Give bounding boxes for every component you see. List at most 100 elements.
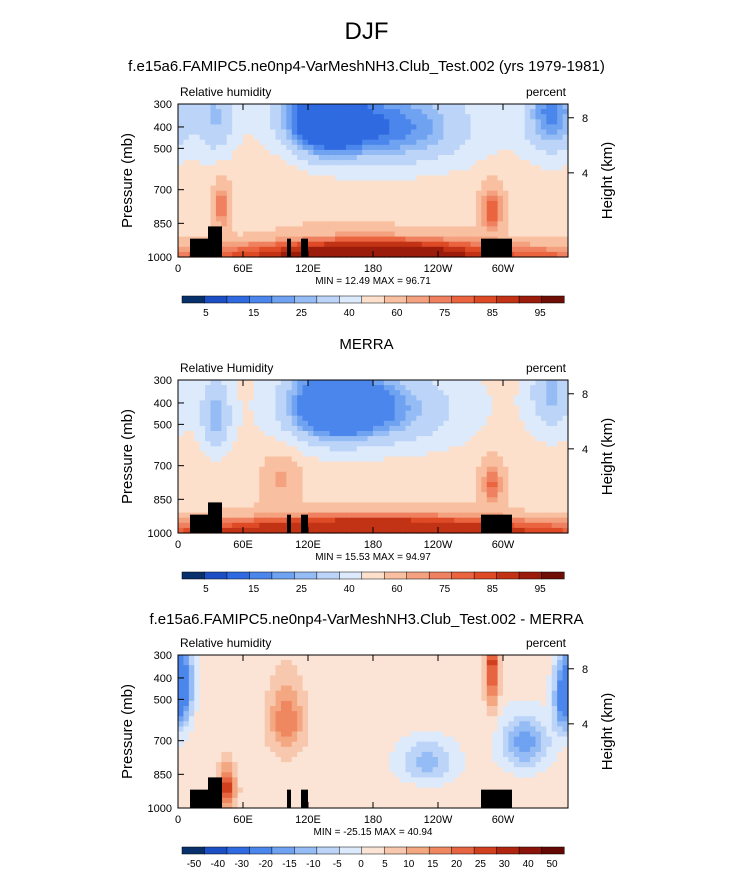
- heatmap-cell: [194, 149, 201, 156]
- heatmap-cell: [405, 487, 412, 493]
- heatmap-cell: [546, 527, 553, 534]
- heatmap-cell: [232, 231, 239, 238]
- heatmap-cell: [335, 160, 342, 166]
- heatmap-cell: [405, 497, 412, 503]
- heatmap-cell: [345, 211, 352, 217]
- heatmap-cell: [188, 665, 195, 671]
- heatmap-cell: [540, 109, 547, 115]
- heatmap-cell: [232, 665, 239, 671]
- heatmap-cell: [524, 670, 531, 676]
- heatmap-cell: [199, 206, 206, 212]
- heatmap-cell: [513, 385, 520, 391]
- heatmap-cell: [270, 456, 277, 463]
- heatmap-cell: [221, 507, 228, 514]
- heatmap-cell: [362, 420, 369, 427]
- heatmap-cell: [291, 527, 298, 534]
- heatmap-cell: [378, 216, 385, 222]
- heatmap-cell: [183, 487, 190, 493]
- heatmap-cell: [432, 251, 439, 258]
- heatmap-cell: [373, 517, 380, 524]
- heatmap-cell: [297, 522, 304, 529]
- heatmap-cell: [335, 195, 342, 202]
- colorbar-swatch: [316, 295, 340, 304]
- heatmap-cell: [459, 185, 466, 192]
- heatmap-cell: [389, 446, 396, 452]
- heatmap-cell: [551, 226, 558, 233]
- heatmap-cell: [557, 446, 564, 452]
- heatmap-cell: [221, 425, 228, 432]
- heatmap-cell: [378, 436, 385, 442]
- heatmap-cell: [215, 180, 222, 187]
- heatmap-cell: [546, 160, 553, 166]
- heatmap-cell: [524, 466, 531, 473]
- heatmap-cell: [232, 456, 239, 463]
- heatmap-cell: [378, 390, 385, 396]
- heatmap-cell: [275, 476, 282, 483]
- heatmap-cell: [270, 134, 277, 141]
- heatmap-cell: [524, 497, 531, 503]
- heatmap-cell: [313, 487, 320, 493]
- heatmap-cell: [400, 410, 407, 417]
- heatmap-cell: [394, 497, 401, 503]
- heatmap-cell: [324, 170, 331, 176]
- heatmap-cell: [389, 221, 396, 227]
- heatmap-cell: [362, 124, 369, 131]
- heatmap-cell: [188, 211, 195, 217]
- heatmap-cell: [383, 241, 390, 248]
- heatmap-cell: [562, 482, 569, 488]
- heatmap-cell: [405, 492, 412, 498]
- heatmap-cell: [221, 241, 228, 248]
- heatmap-cell: [318, 139, 325, 146]
- heatmap-cell: [345, 405, 352, 412]
- heatmap-cell: [356, 420, 363, 427]
- heatmap-cell: [248, 451, 255, 458]
- heatmap-cell: [270, 124, 277, 131]
- heatmap-cell: [237, 517, 244, 524]
- heatmap-cell: [351, 206, 358, 212]
- heatmap-cell: [264, 129, 271, 136]
- heatmap-cell: [178, 680, 185, 687]
- heatmap-cell: [248, 487, 255, 493]
- heatmap-cell: [432, 390, 439, 396]
- heatmap-cell: [465, 185, 472, 192]
- heatmap-cell: [459, 216, 466, 222]
- heatmap-cell: [215, 390, 222, 396]
- heatmap-cell: [497, 400, 504, 407]
- heatmap-cell: [416, 497, 423, 503]
- heatmap-cell: [383, 175, 390, 182]
- heatmap-cell: [427, 665, 434, 671]
- heatmap-cell: [367, 675, 374, 682]
- heatmap-cell: [280, 482, 287, 488]
- heatmap-cell: [540, 415, 547, 422]
- heatmap-cell: [237, 512, 244, 519]
- heatmap-cell: [503, 410, 510, 417]
- heatmap-cell: [475, 655, 482, 661]
- heatmap-cell: [194, 410, 201, 417]
- heatmap-cell: [297, 226, 304, 233]
- heatmap-cell: [351, 226, 358, 233]
- heatmap-cell: [335, 180, 342, 187]
- heatmap-cell: [459, 241, 466, 248]
- heatmap-cell: [465, 487, 472, 493]
- heatmap-cell: [416, 395, 423, 401]
- heatmap-cell: [389, 476, 396, 483]
- heatmap-cell: [356, 431, 363, 437]
- heatmap-cell: [465, 665, 472, 671]
- heatmap-cell: [557, 119, 564, 125]
- heatmap-cell: [286, 405, 293, 412]
- heatmap-cell: [551, 124, 558, 131]
- heatmap-cell: [389, 655, 396, 661]
- heatmap-cell: [340, 522, 347, 529]
- heatmap-cell: [378, 507, 385, 514]
- heatmap-cell: [373, 390, 380, 396]
- heatmap-cell: [286, 395, 293, 401]
- heatmap-cell: [410, 114, 417, 120]
- heatmap-cell: [475, 195, 482, 202]
- heatmap-cell: [340, 436, 347, 442]
- heatmap-cell: [524, 139, 531, 146]
- heatmap-cell: [367, 216, 374, 222]
- heatmap-cell: [459, 487, 466, 493]
- heatmap-cell: [237, 670, 244, 676]
- heatmap-cell: [497, 180, 504, 187]
- heatmap-cell: [557, 134, 564, 141]
